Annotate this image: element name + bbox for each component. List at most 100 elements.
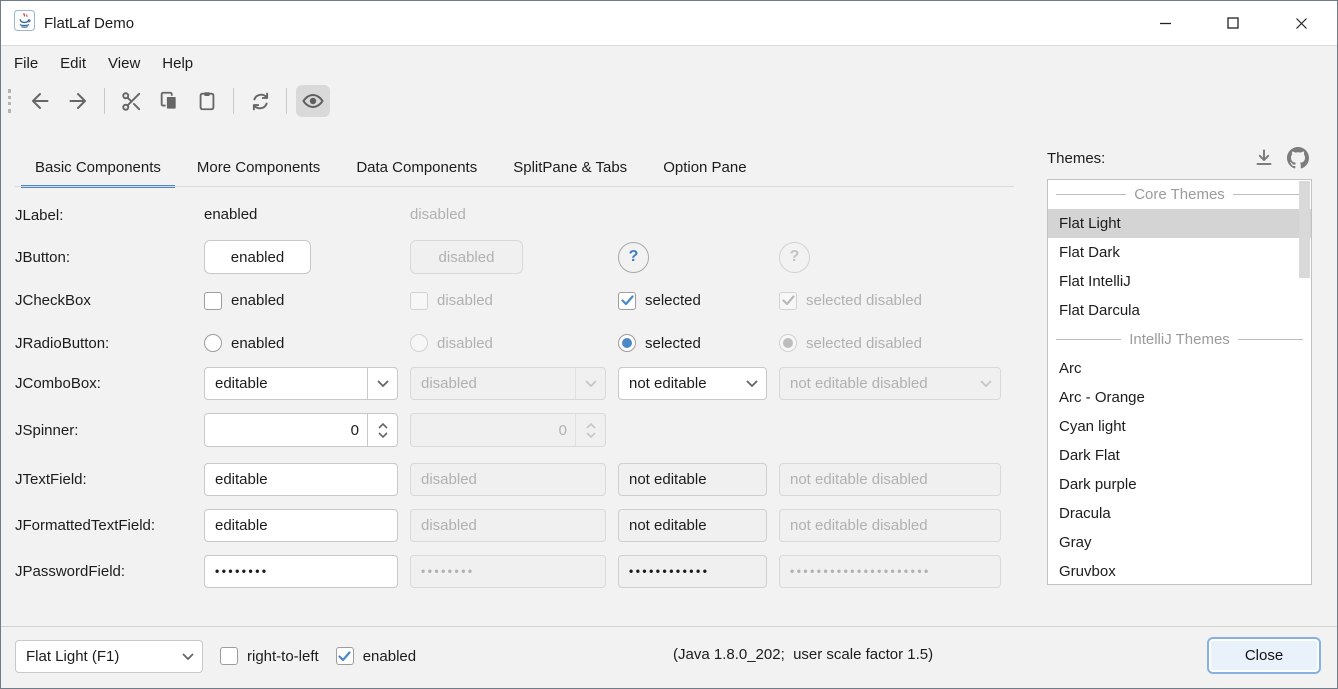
tab-basic-components[interactable]: Basic Components [21,148,175,188]
spinner-value-input[interactable] [205,421,367,439]
chevron-down-icon [377,431,388,438]
row-label: JComboBox: [15,375,101,393]
theme-item-dracula[interactable]: Dracula [1059,505,1111,522]
menu-view[interactable]: View [108,54,141,72]
theme-item-cyan-light[interactable]: Cyan light [1059,418,1126,435]
theme-item-gruvbox[interactable]: Gruvbox [1059,563,1116,580]
chevron-down-icon[interactable] [173,641,202,672]
jradiobutton-selected[interactable]: selected [618,334,779,352]
checkbox-checked [779,291,797,310]
jtextfield-not-editable-disabled [779,462,1001,496]
chevron-down-icon [971,368,1000,399]
refresh-button[interactable] [243,85,277,117]
checkbox-checked[interactable] [618,291,636,310]
tab-option-pane[interactable]: Option Pane [663,158,747,176]
theme-item-flat-dark[interactable]: Flat Dark [1059,244,1120,261]
spinner-up-down-buttons[interactable] [367,414,397,446]
jcombobox-row: JComboBox: editable disabled not editabl… [15,364,1001,410]
theme-item-dark-purple[interactable]: Dark purple [1059,476,1137,493]
jformattedtextfield-not-editable [618,508,767,542]
theme-item-arc-orange[interactable]: Arc - Orange [1059,389,1145,406]
copy-button[interactable] [152,85,186,117]
download-themes-button[interactable] [1253,147,1275,169]
tab-more-components[interactable]: More Components [196,158,321,176]
right-to-left-checkbox[interactable]: right-to-left [220,647,319,665]
jcheckbox-selected[interactable]: selected [618,291,779,310]
theme-item-flat-intellij[interactable]: Flat IntelliJ [1059,273,1131,290]
theme-item-dark-flat[interactable]: Dark Flat [1059,447,1120,464]
bottom-bar: Flat Light (F1) right-to-left enabled [15,638,416,674]
jradiobutton-enabled[interactable]: enabled [204,334,410,352]
jtextfield-editable[interactable] [204,462,398,496]
check-icon [620,295,634,306]
jformattedtextfield-editable[interactable] [204,508,398,542]
back-button[interactable] [23,85,57,117]
theme-item-flat-light[interactable]: Flat Light [1048,209,1311,238]
arrow-left-icon [32,93,49,109]
checkbox-unchecked[interactable] [204,291,222,310]
jformattedtextfield-disabled [410,508,606,542]
jbutton-enabled[interactable]: enabled [204,240,311,274]
spinner-up-down-buttons [575,414,605,446]
jpasswordfield-not-editable-disabled [779,554,1001,588]
jformattedtextfield-row: JFormattedTextField: [15,502,1001,548]
jspinner-disabled [410,413,606,447]
jbutton-disabled: disabled [410,240,523,274]
jcombobox-not-editable[interactable]: not editable [618,367,767,401]
enabled-checkbox[interactable]: enabled [335,647,416,665]
copy-icon [160,91,177,110]
theme-item-arc[interactable]: Arc [1059,360,1082,377]
menu-edit[interactable]: Edit [60,54,87,72]
checkbox-checked[interactable] [335,647,354,665]
window-controls [1131,1,1335,45]
row-label: JFormattedTextField: [15,516,156,534]
cut-button[interactable] [114,85,148,117]
jpasswordfield-row: JPasswordField: [15,548,1001,594]
maximize-button[interactable] [1199,1,1267,45]
row-label: JSpinner: [15,421,79,439]
themes-scrollbar-thumb[interactable] [1299,181,1310,278]
radio-selected [779,334,797,352]
eye-icon [302,93,324,109]
chevron-down-icon[interactable] [367,368,397,400]
jlabel-enabled: enabled [204,206,258,223]
toolbar-separator [286,88,287,114]
jspinner-enabled[interactable] [204,413,398,447]
close-button[interactable]: Close [1207,637,1321,674]
github-button[interactable] [1287,147,1309,169]
arrow-right-icon [69,93,86,109]
eye-toggle-button[interactable] [296,85,330,117]
jpasswordfield-not-editable [618,554,767,588]
toolbar-grip[interactable] [8,89,11,113]
help-button-enabled[interactable]: ? [618,241,649,273]
minimize-button[interactable] [1131,1,1199,45]
checkbox-unchecked[interactable] [220,647,238,665]
jcombobox-editable[interactable]: editable [204,367,398,401]
forward-button[interactable] [61,85,95,117]
maximize-icon [1227,17,1239,29]
themes-separator-intellij: IntelliJ Themes [1048,325,1311,354]
radio-unselected[interactable] [204,334,222,352]
tab-splitpane-tabs[interactable]: SplitPane & Tabs [513,158,628,176]
jpasswordfield-editable[interactable] [204,554,398,588]
theme-item-gray[interactable]: Gray [1059,534,1092,551]
scissors-icon [121,91,140,111]
paste-button[interactable] [190,85,224,117]
tab-bar: Basic Components More Components Data Co… [21,148,761,188]
close-window-button[interactable] [1267,1,1335,45]
look-and-feel-combobox[interactable]: Flat Light (F1) [15,639,203,673]
chevron-down-icon[interactable] [737,368,766,399]
menu-file[interactable]: File [14,54,39,72]
radio-selected[interactable] [618,334,636,352]
jlabel-disabled: disabled [410,206,466,223]
jradiobutton-selected-disabled: selected disabled [779,334,1001,352]
jradiobutton-disabled: disabled [410,334,618,352]
jbutton-row: JButton: enabled disabled ? ? [15,235,1001,279]
spinner-value-input [411,421,575,439]
tab-data-components[interactable]: Data Components [356,158,478,176]
menu-help[interactable]: Help [162,54,194,72]
jcheckbox-enabled[interactable]: enabled [204,291,410,310]
toolbar [1,79,332,123]
row-label: JRadioButton: [15,334,110,352]
theme-item-flat-darcula[interactable]: Flat Darcula [1059,302,1140,319]
